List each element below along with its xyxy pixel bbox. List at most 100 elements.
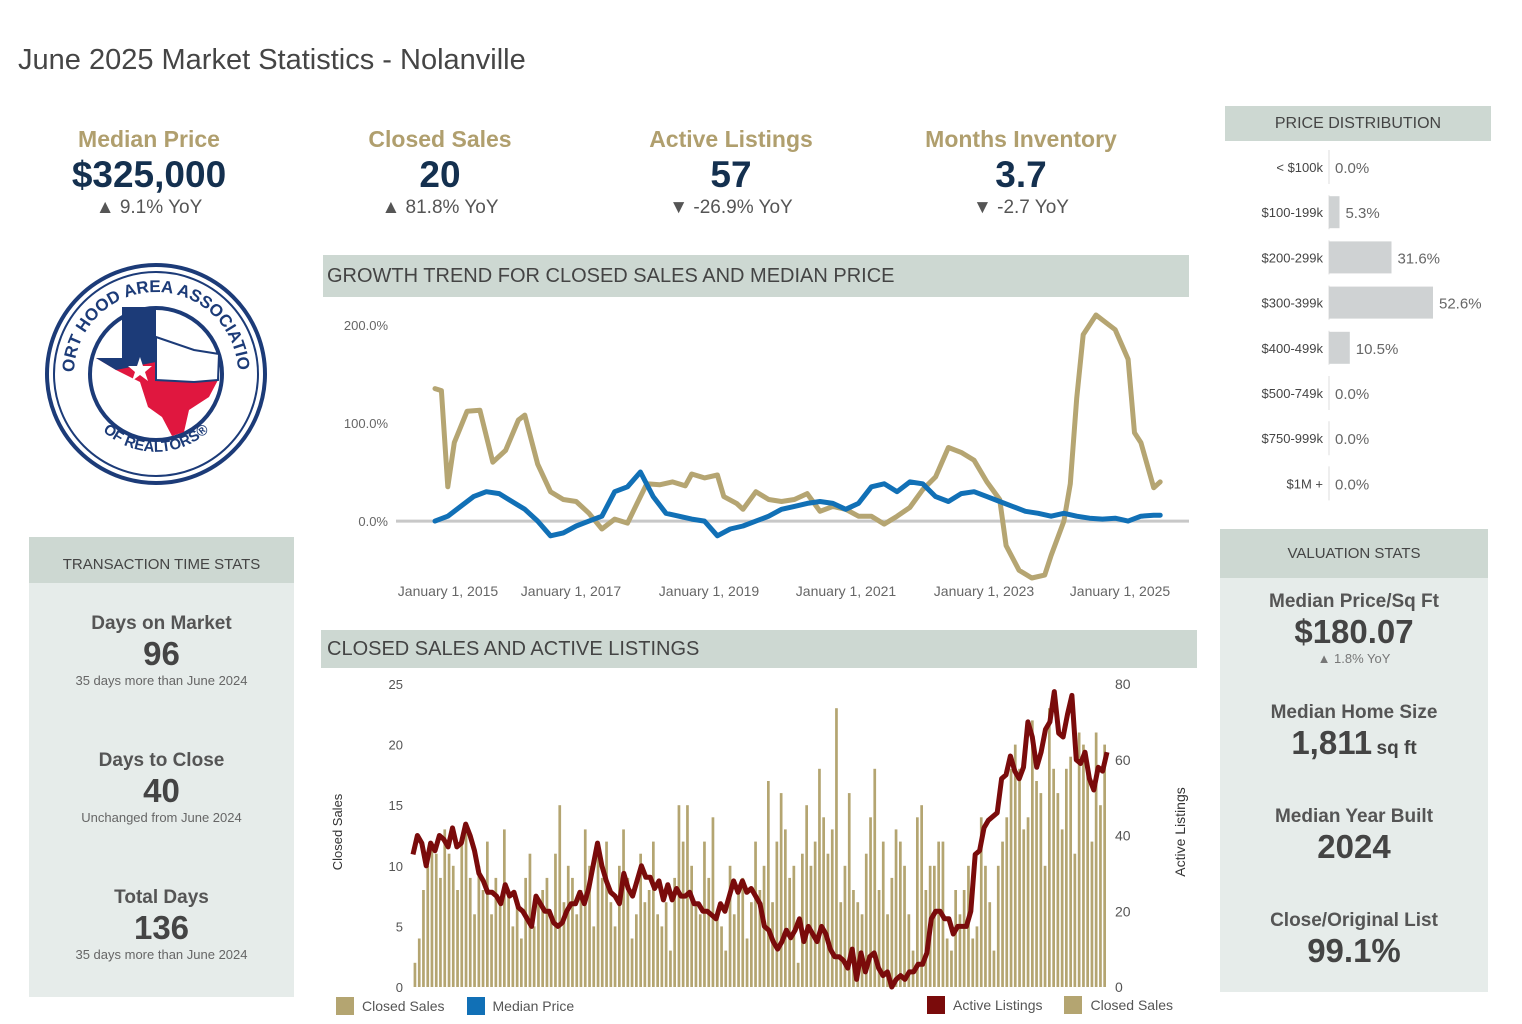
price-range-label: < $100k <box>1276 160 1323 175</box>
closed-sales-bar <box>754 841 757 987</box>
closed-sales-bar <box>562 902 566 987</box>
closed-sales-growth-line <box>432 312 1163 581</box>
stat-label: Median Year Built <box>1274 806 1434 827</box>
closed-sales-bar <box>643 902 647 987</box>
legend-label: Closed Sales <box>362 998 445 1014</box>
closed-sales-bar <box>1073 853 1077 987</box>
closed-sales-bar <box>750 902 753 987</box>
closed-sales-bar <box>924 890 928 987</box>
closed-sales-bar <box>588 865 591 987</box>
closed-sales-bar <box>583 829 587 987</box>
x-tick-label: January 1, 2021 <box>796 583 897 599</box>
closed-sales-bar <box>996 865 1000 987</box>
closed-sales-bar <box>869 817 872 987</box>
closed-sales-bar <box>903 865 906 987</box>
stat-value: 2024 <box>1317 828 1391 865</box>
price-distribution-value: 0.0% <box>1335 160 1369 177</box>
closed-sales-bar <box>1048 708 1051 987</box>
closed-sales-bar <box>907 914 911 987</box>
closed-sales-bar <box>822 817 825 987</box>
closed-sales-bar <box>477 865 481 987</box>
closed-sales-bar <box>703 841 706 987</box>
closed-sales-bar <box>1018 768 1021 987</box>
stat-value: 96 <box>143 635 180 672</box>
stat-change: ▲ 1.8% YoY <box>1317 651 1391 666</box>
legend-swatch-closed-sales <box>1064 996 1083 1014</box>
closed-sales-bar <box>1056 793 1060 987</box>
price-distribution-header: PRICE DISTRIBUTION <box>1225 106 1491 141</box>
price-distribution-bar <box>1329 241 1392 274</box>
page-title: June 2025 Market Statistics - Nolanville <box>18 44 526 76</box>
closed-sales-bar <box>426 865 430 987</box>
closed-sales-bar <box>826 853 830 987</box>
association-logo: FORT HOOD AREA ASSOCIATION OF REALTORS® <box>44 262 267 485</box>
price-distribution-value: 10.5% <box>1356 341 1399 358</box>
closed-sales-bar <box>1035 781 1038 987</box>
x-tick-label: January 1, 2019 <box>659 583 760 599</box>
closed-sales-bar <box>945 938 949 987</box>
closed-sales-bar <box>618 865 621 987</box>
closed-sales-bar <box>954 890 957 987</box>
kpi-label: Closed Sales <box>368 126 512 152</box>
days-on-market-stat: Days on Market 96 35 days more than June… <box>29 613 294 688</box>
stat-label: Close/Original List <box>1270 910 1438 931</box>
closed-sales-bar <box>490 914 493 987</box>
closed-sales-bar <box>532 926 536 987</box>
closed-sales-bar <box>873 768 877 987</box>
closed-sales-bar <box>592 926 596 987</box>
stat-value: 99.1% <box>1307 932 1401 969</box>
closed-sales-bar <box>558 805 562 987</box>
closed-sales-bar <box>732 914 736 987</box>
stat-label: Total Days <box>114 887 209 908</box>
closed-sales-bar <box>468 877 472 987</box>
y-tick-label: 100.0% <box>344 416 389 431</box>
closed-sales-bar <box>486 841 489 987</box>
closed-sales-bar <box>1031 720 1034 987</box>
closed-sales-bar <box>801 853 804 987</box>
kpi-value: $325,000 <box>71 154 227 195</box>
closed-sales-bar <box>413 962 417 987</box>
closed-sales-bar <box>1026 817 1030 987</box>
closed-sales-bar <box>728 865 732 987</box>
stat-note: 35 days more than June 2024 <box>75 673 248 688</box>
closed-sales-bar <box>715 914 719 987</box>
price-distribution-chart: < $100k 0.0% $100-199k 5.3% $200-299k 31.6% $3… <box>1262 150 1482 501</box>
closed-sales-bar <box>1086 768 1089 987</box>
closed-sales-bar <box>481 890 485 987</box>
closed-sales-bar <box>916 817 919 987</box>
closed-sales-bar <box>886 914 889 987</box>
right-axis-label: Active Listings <box>1172 787 1188 876</box>
kpi-active-listings: Active Listings 57 ▼ -26.9% YoY <box>616 126 846 219</box>
closed-sales-bar <box>605 841 608 987</box>
closed-sales-bar <box>494 877 498 987</box>
growth-trend-chart: 200.0% 100.0% 0.0% January 1, 2015 January 1… <box>344 312 1189 599</box>
closed-sales-bar <box>417 938 421 987</box>
valuation-header: VALUATION STATS <box>1220 529 1488 578</box>
year-built-stat: Median Year Built 2024 <box>1220 806 1488 866</box>
closed-sales-bar <box>1043 865 1047 987</box>
closed-sales-bar <box>1082 744 1085 987</box>
stat-value: 1,811 <box>1291 724 1373 761</box>
price-range-label: $300-399k <box>1262 296 1324 311</box>
closed-sales-bar <box>899 841 902 987</box>
price-distribution-value: 0.0% <box>1335 476 1369 493</box>
x-tick-label: January 1, 2017 <box>521 583 622 599</box>
x-tick-label: January 1, 2015 <box>398 583 499 599</box>
kpi-value: 20 <box>419 154 461 195</box>
stat-value: $180.07 <box>1294 613 1414 650</box>
left-tick-label: 10 <box>389 859 403 874</box>
closed-sales-bar <box>660 926 664 987</box>
price-range-label: $100-199k <box>1262 205 1324 220</box>
closed-sales-bar <box>656 914 659 987</box>
stat-label: Days on Market <box>91 613 232 634</box>
closed-sales-bar <box>724 950 728 987</box>
closed-sales-bar <box>813 841 817 987</box>
days-to-close-stat: Days to Close 40 Unchanged from June 202… <box>29 750 294 825</box>
closed-sales-bar <box>1022 829 1026 987</box>
texas-shape-icon <box>96 307 221 436</box>
right-tick-label: 40 <box>1115 828 1131 844</box>
price-range-label: $200-299k <box>1262 250 1324 265</box>
closed-sales-bar <box>520 938 523 987</box>
total-days-stat: Total Days 136 35 days more than June 20… <box>29 887 294 962</box>
closed-sales-bar <box>630 938 634 987</box>
